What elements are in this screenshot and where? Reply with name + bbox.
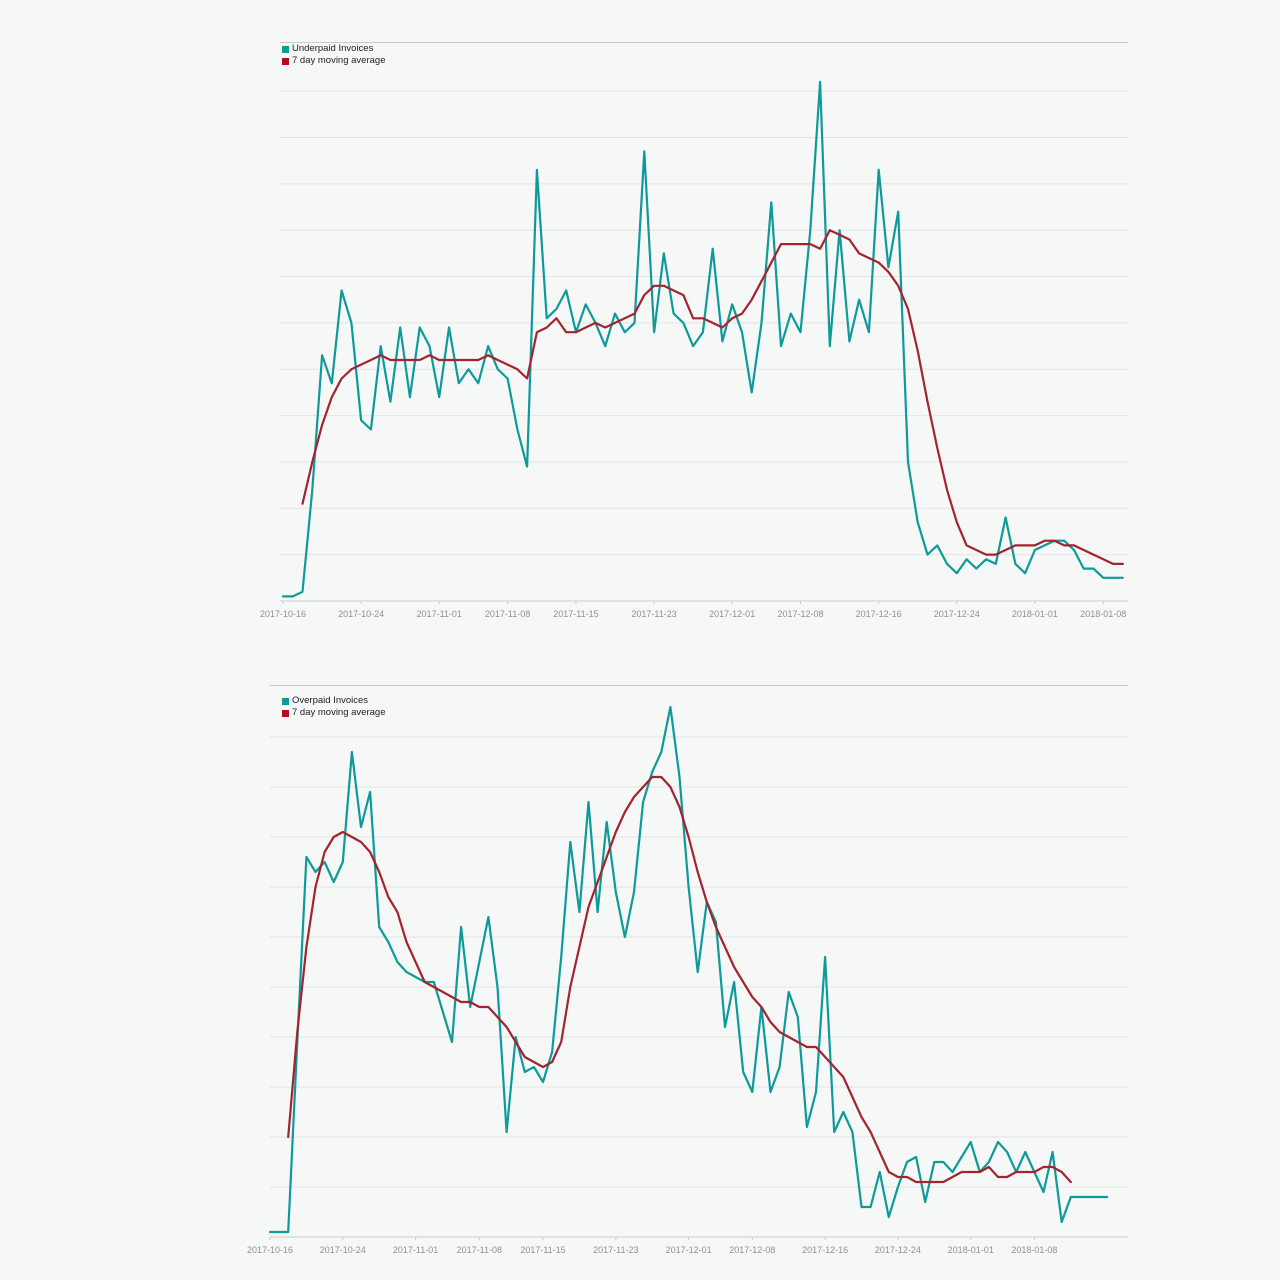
x-axis-label: 2018-01-08 (1080, 609, 1126, 619)
plot-area: 2017-10-16 2017-10-24 2017-11-01 2017-11-08… (260, 42, 1128, 619)
x-axis-label: 2017-10-16 (260, 609, 306, 619)
legend-item-overpaid[interactable]: Overpaid Invoices (282, 696, 385, 706)
x-axis-label: 2017-12-24 (875, 1245, 921, 1255)
x-axis-label: 2017-11-01 (393, 1245, 438, 1255)
legend: Overpaid Invoices 7 day moving average (282, 696, 385, 718)
x-axis-label: 2017-11-15 (520, 1245, 565, 1255)
x-axis-label: 2017-10-24 (338, 609, 384, 619)
legend-item-moving-average[interactable]: 7 day moving average (282, 56, 385, 66)
x-axis-label: 2017-12-16 (802, 1245, 848, 1255)
x-axis-label: 2017-12-08 (778, 609, 824, 619)
x-axis-label: 2017-12-01 (709, 609, 755, 619)
legend: Underpaid Invoices 7 day moving average (282, 44, 385, 66)
x-axis-label: 2017-11-01 (417, 609, 462, 619)
x-axis-label: 2017-12-08 (729, 1245, 775, 1255)
legend-label: Underpaid Invoices (292, 43, 374, 54)
x-axis-label: 2017-12-01 (666, 1245, 712, 1255)
x-axis-label: 2017-11-08 (457, 1245, 502, 1255)
x-axis-label: 2018-01-01 (948, 1245, 994, 1255)
legend-label: Overpaid Invoices (292, 695, 369, 706)
daily-values-line (281, 80, 1124, 598)
x-axis-label: 2017-11-15 (553, 609, 598, 619)
legend-swatch-red-icon (282, 709, 289, 717)
legend-label: 7 day moving average (292, 55, 386, 66)
x-axis-label: 2017-12-24 (934, 609, 980, 619)
legend-swatch-teal-icon (282, 45, 289, 53)
x-axis-label: 2018-01-01 (1012, 609, 1058, 619)
underpaid-invoices-chart: Underpaid Invoices 7 day moving average … (260, 42, 1128, 619)
plot-area: 2017-10-16 2017-10-24 2017-11-01 2017-11-08… (247, 685, 1128, 1255)
x-axis-label: 2018-01-08 (1011, 1245, 1057, 1255)
legend-swatch-teal-icon (282, 697, 289, 705)
daily-values-line (268, 705, 1109, 1234)
legend-item-underpaid[interactable]: Underpaid Invoices (282, 44, 385, 54)
legend-item-moving-average[interactable]: 7 day moving average (282, 708, 385, 718)
x-axis-label: 2017-10-24 (320, 1245, 366, 1255)
moving-average-line (287, 775, 1072, 1184)
x-axis-label: 2017-11-23 (631, 609, 676, 619)
legend-swatch-red-icon (282, 57, 289, 65)
legend-label: 7 day moving average (292, 707, 386, 718)
x-axis-label: 2017-12-16 (856, 609, 902, 619)
x-axis-label: 2017-10-16 (247, 1245, 293, 1255)
moving-average-line (301, 229, 1124, 566)
x-axis-label: 2017-11-08 (485, 609, 530, 619)
x-axis-label: 2017-11-23 (593, 1245, 638, 1255)
